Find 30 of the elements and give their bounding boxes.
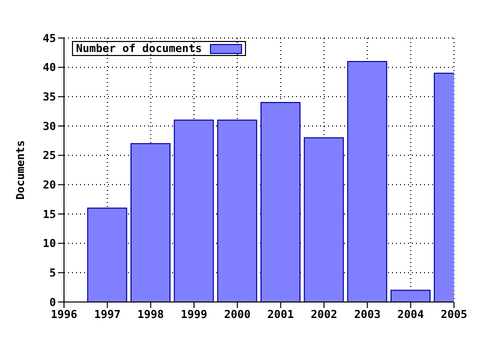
y-axis-title: Documents xyxy=(14,140,27,200)
y-tick-label: 5 xyxy=(49,266,56,280)
x-tick-label: 2001 xyxy=(267,308,294,321)
bar xyxy=(217,120,258,302)
x-tick-label: 2003 xyxy=(354,308,381,321)
bar xyxy=(390,290,430,302)
bar xyxy=(87,208,128,302)
bar xyxy=(347,60,388,302)
bar xyxy=(174,120,214,302)
bar xyxy=(260,102,300,302)
y-tick-label: 10 xyxy=(42,237,56,250)
x-tick-label: 2004 xyxy=(397,308,424,321)
y-tick-label: 45 xyxy=(42,32,56,45)
y-tick-label: 40 xyxy=(42,61,56,74)
y-tick-label: 20 xyxy=(42,178,56,192)
x-tick-label: 1999 xyxy=(180,308,208,321)
x-tick-label: 2005 xyxy=(440,308,468,321)
x-tick-label: 2002 xyxy=(310,308,338,321)
y-tick-label: 15 xyxy=(42,208,56,221)
x-tick-label: 1998 xyxy=(137,308,164,321)
x-tick-label: 1996 xyxy=(50,308,78,321)
legend-label: Number of documents xyxy=(76,42,202,55)
y-tick-label: 30 xyxy=(42,120,56,133)
bar xyxy=(304,137,344,302)
y-tick-label: 0 xyxy=(49,296,56,309)
x-tick-label: 1997 xyxy=(94,308,121,321)
y-tick-label: 35 xyxy=(42,90,56,104)
x-tick-label: 2000 xyxy=(224,308,251,321)
y-tick-label: 25 xyxy=(42,149,56,162)
bar xyxy=(130,143,170,302)
